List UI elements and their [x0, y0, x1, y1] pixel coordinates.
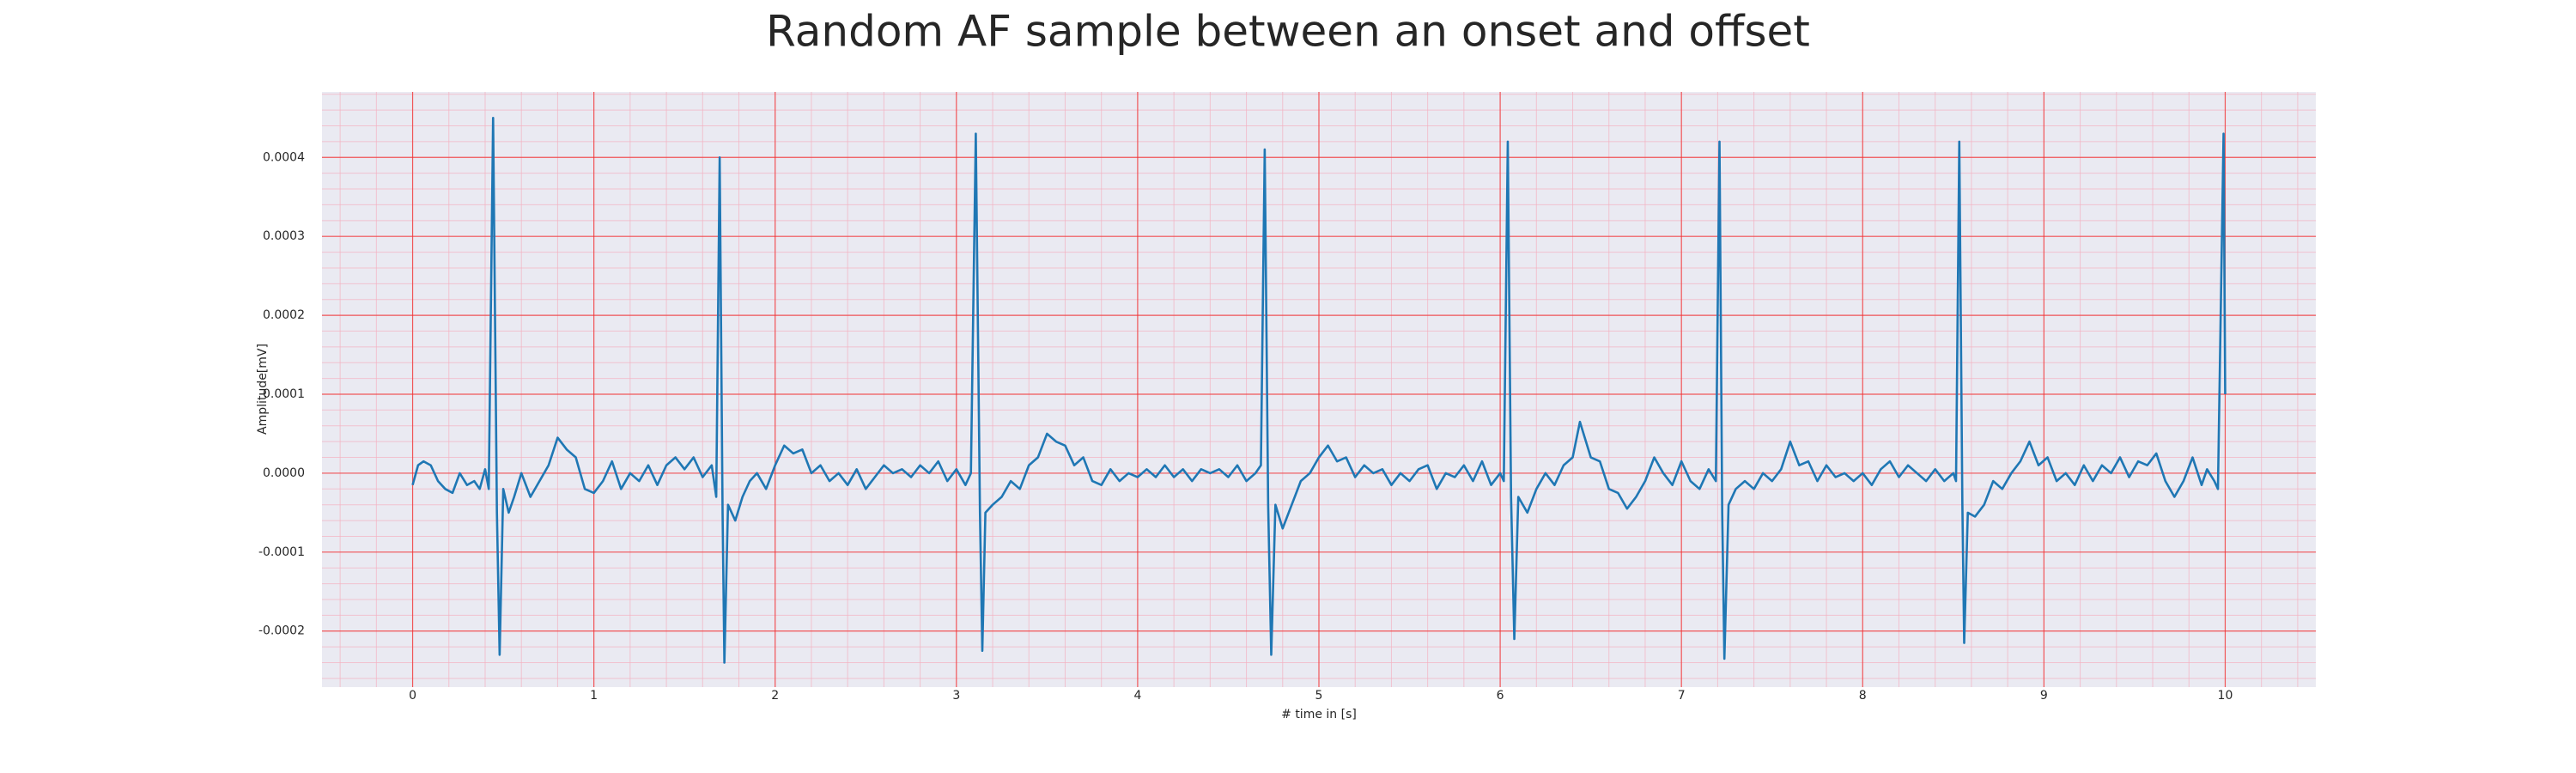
y-tick-label: 0.0004	[263, 150, 305, 164]
x-tick-label: 1	[590, 689, 598, 703]
x-tick-label: 0	[409, 689, 416, 703]
x-tick-label: 9	[2040, 689, 2048, 703]
x-tick-label: 8	[1859, 689, 1867, 703]
y-tick-label: 0.0000	[263, 466, 305, 480]
chart-title: Random AF sample between an onset and of…	[766, 7, 1810, 57]
x-tick-label: 3	[952, 689, 960, 703]
y-axis-label: Amplitude[mV]	[256, 344, 270, 435]
x-tick-label: 5	[1315, 689, 1323, 703]
y-tick-label: 0.0002	[263, 308, 305, 322]
y-tick-label: -0.0001	[258, 545, 305, 559]
y-tick-label: -0.0002	[258, 624, 305, 638]
x-tick-label: 2	[771, 689, 779, 703]
x-tick-label: 4	[1133, 689, 1141, 703]
y-tick-label: 0.0003	[263, 229, 305, 243]
signal-line	[411, 117, 2227, 664]
y-tick-label: 0.0001	[263, 387, 305, 401]
x-tick-label: 6	[1497, 689, 1504, 703]
x-axis-label: # time in [s]	[1281, 708, 1357, 721]
x-tick-label: 10	[2218, 689, 2233, 703]
x-tick-label: 7	[1678, 689, 1686, 703]
